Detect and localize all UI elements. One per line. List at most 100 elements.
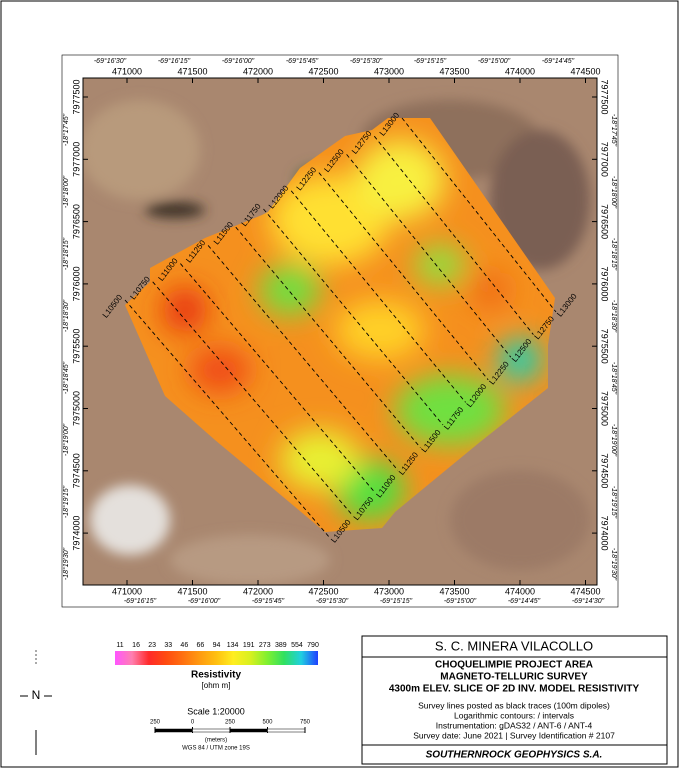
scale-unit: (meters) — [205, 738, 227, 744]
northing-label: 7976000 — [71, 266, 81, 301]
easting-label: 471500 — [177, 66, 207, 76]
latitude-label: -18°19'30" — [62, 547, 70, 580]
latitude-label: -18°18'45" — [610, 362, 618, 395]
northing-label: 7976500 — [71, 204, 81, 239]
longitude-label: -69°15'00" — [444, 597, 477, 605]
longitude-label: -69°15'00" — [478, 57, 511, 65]
survey-line — [207, 245, 399, 471]
easting-label: 471500 — [177, 586, 207, 596]
latitude-label: -18°18'15" — [62, 237, 70, 270]
longitude-label: -69°15'15" — [414, 57, 447, 65]
survey-line — [235, 226, 421, 448]
easting-label: 473000 — [374, 66, 404, 76]
note: Logarithmic contours: / intervals — [454, 710, 574, 720]
longitude-label: -69°15'15" — [380, 597, 413, 605]
scale-tick-label: 500 — [262, 720, 273, 726]
easting-label: 472500 — [308, 586, 338, 596]
latitude-label: -18°19'15" — [610, 486, 618, 519]
legend-tick-label: 389 — [275, 642, 287, 649]
legend-tick-label: 23 — [148, 642, 156, 649]
heading: CHOQUELIMPIE PROJECT AREA — [435, 660, 593, 671]
title-block — [361, 635, 668, 765]
latitude-label: -18°18'15" — [610, 238, 618, 271]
scale-segment — [267, 728, 306, 733]
scale-tick-label: 250 — [150, 720, 161, 726]
latitude-label: -18°17'45" — [610, 114, 618, 147]
scale-tick-label: 750 — [300, 720, 311, 726]
easting-label: 474500 — [570, 586, 600, 596]
easting-label: 474000 — [505, 586, 535, 596]
latitude-label: -18°19'00" — [610, 424, 618, 457]
easting-label: 472500 — [308, 66, 338, 76]
easting-label: 471000 — [112, 66, 142, 76]
northing-label: 7975500 — [600, 329, 610, 364]
easting-label: 473500 — [439, 586, 469, 596]
graticule-frame — [61, 54, 619, 608]
legend-tick-label: 33 — [164, 642, 172, 649]
legend-tick-label: 790 — [307, 642, 319, 649]
survey-line — [124, 299, 331, 539]
north-label: N — [32, 688, 41, 702]
longitude-label: -69°16'15" — [158, 57, 191, 65]
survey-line — [373, 135, 534, 335]
northing-label: 7977500 — [600, 79, 610, 114]
scale-segment — [154, 728, 193, 733]
datum: WGS 84 / UTM zone 19S — [182, 746, 250, 752]
company: S. C. MINERA VILACOLLO — [435, 638, 593, 653]
legend-unit: [ohm m] — [202, 681, 231, 690]
scale-segment — [229, 728, 268, 733]
footer: SOUTHERNROCK GEOPHYSICS S.A. — [426, 750, 603, 761]
survey-line — [263, 208, 444, 426]
latitude-label: -18°19'15" — [62, 485, 70, 518]
latitude-label: -18°18'30" — [610, 300, 618, 333]
northing-label: 7974000 — [600, 516, 610, 551]
scale-tick-label: 0 — [191, 720, 195, 726]
latitude-label: -18°18'30" — [62, 299, 70, 332]
legend-tick-label: 11 — [116, 642, 123, 649]
note: Instrumentation: gDAS32 / ANT-6 / ANT-4 — [436, 720, 593, 730]
map-frame — [82, 77, 598, 586]
northing-label: 7975000 — [600, 391, 610, 426]
survey-line — [152, 281, 353, 516]
northing-label: 7976000 — [600, 266, 610, 301]
longitude-label: -69°15'45" — [286, 57, 319, 65]
easting-label: 474000 — [505, 66, 535, 76]
heading: 4300m ELEV. SLICE OF 2D INV. MODEL RESIS… — [389, 684, 640, 695]
scale-title: Scale 1:20000 — [187, 706, 245, 716]
legend-tick-label: 94 — [213, 642, 221, 649]
longitude-label: -69°16'30" — [94, 57, 127, 65]
survey-line — [401, 117, 557, 313]
scale-segment — [192, 728, 231, 733]
legend-tick-label: 134 — [227, 642, 239, 649]
longitude-label: -69°15'30" — [316, 597, 349, 605]
latitude-label: -18°17'45" — [62, 113, 70, 146]
easting-label: 474500 — [570, 66, 600, 76]
easting-label: 473000 — [374, 586, 404, 596]
scale-tick-label: 250 — [225, 720, 236, 726]
longitude-label: -69°15'30" — [350, 57, 383, 65]
survey-line — [180, 263, 376, 494]
longitude-label: -69°16'00" — [222, 57, 255, 65]
legend-tick-label: 16 — [132, 642, 140, 649]
northing-label: 7974000 — [71, 516, 81, 551]
survey-line — [290, 190, 466, 403]
survey-lines — [124, 117, 557, 539]
color-bar — [115, 651, 318, 665]
note: Survey lines posted as black traces (100… — [418, 700, 610, 710]
survey-line — [346, 154, 512, 358]
northing-label: 7974500 — [600, 453, 610, 488]
latitude-label: -18°19'00" — [62, 423, 70, 456]
longitude-label: -69°16'00" — [188, 597, 221, 605]
longitude-label: -69°16'15" — [124, 597, 157, 605]
easting-label: 471000 — [112, 586, 142, 596]
longitude-label: -69°15'45" — [252, 597, 285, 605]
note: Survey date: June 2021 | Survey Identifi… — [413, 730, 615, 740]
legend-title: Resistivity — [191, 670, 241, 681]
longitude-label: -69°14'45" — [542, 57, 575, 65]
legend-tick-label: 46 — [180, 642, 188, 649]
northing-label: 7977000 — [71, 142, 81, 177]
legend-tick-label: 273 — [259, 642, 271, 649]
legend-tick-label: 554 — [291, 642, 303, 649]
latitude-label: -18°18'00" — [62, 175, 70, 208]
